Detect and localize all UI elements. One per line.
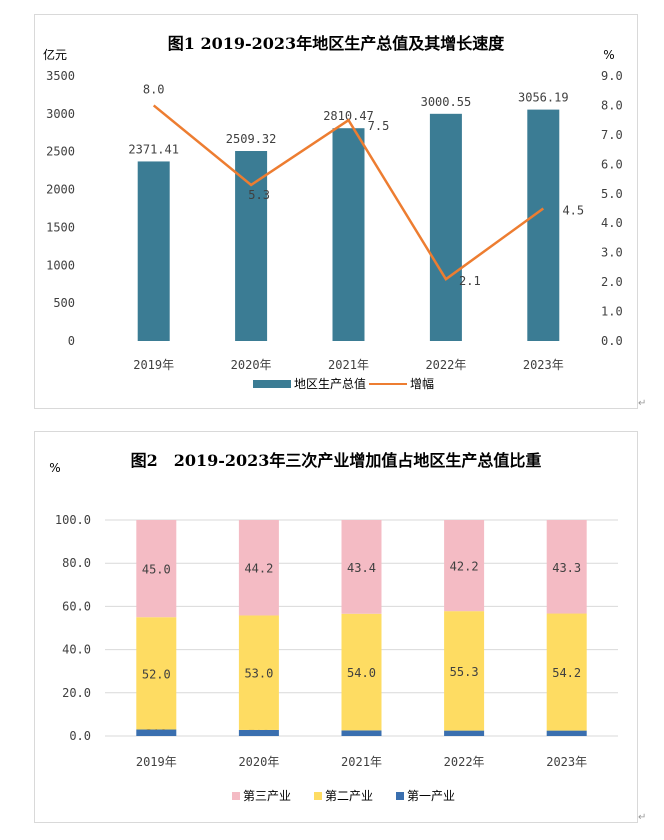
legend: 地区生产总值 增幅 <box>253 376 434 391</box>
right-y-tick-label: 6.0 <box>601 157 623 171</box>
right-y-tick-label: 4.0 <box>601 216 623 230</box>
gdp-bar <box>527 109 560 342</box>
right-y-tick-label: 3.0 <box>601 246 623 260</box>
gdp-chart-svg: 亿元 % 0 500 1000 1500 2000 2500 3000 3500 0.0 1.0 2.0… <box>43 47 623 391</box>
y-tick-label: 20.0 <box>62 686 91 700</box>
left-y-tick-label: 1500 <box>46 220 75 234</box>
gdp-bar <box>235 151 268 341</box>
x-tick-label: 2019年 <box>136 755 177 769</box>
growth-line <box>152 104 545 281</box>
stacked-segment <box>341 613 382 731</box>
right-y-tick-label: 0.0 <box>601 334 623 348</box>
legend-label: 第一产业 <box>407 789 455 803</box>
left-y-tick-label: 1000 <box>46 258 75 272</box>
segment-label: 54.0 <box>347 666 376 680</box>
legend-label: 第二产业 <box>325 789 373 803</box>
x-tick-label: 2023年 <box>546 755 587 769</box>
left-y-tick-label: 500 <box>53 296 75 310</box>
segment-label: 45.0 <box>142 563 171 577</box>
paragraph-mark: ↵ <box>638 398 647 409</box>
left-y-tick-label: 3500 <box>46 69 75 83</box>
stacked-segment <box>136 520 177 618</box>
legend-swatch <box>232 792 240 800</box>
right-y-tick-label: 1.0 <box>601 305 623 319</box>
gdp-bar <box>137 161 170 341</box>
segment-label: 44.2 <box>244 562 273 576</box>
left-y-tick-label: 3000 <box>46 107 75 121</box>
legend-label-growth: 增幅 <box>410 376 434 391</box>
x-tick-label: 2022年 <box>444 755 485 769</box>
stacked-segment <box>238 615 279 730</box>
y-tick-label: 80.0 <box>62 556 91 570</box>
legend-label-gdp: 地区生产总值 <box>294 376 366 391</box>
gdp-bar-label: 3000.55 <box>421 95 472 109</box>
chart-panel-gdp: 图1 2019-2023年地区生产总值及其增长速度 亿元% 0 500 1000 150… <box>34 14 638 409</box>
segment-label: 53.0 <box>244 667 273 681</box>
y-tick-label: 100.0 <box>55 513 91 527</box>
segment-label: 43.4 <box>347 561 376 575</box>
stacked-segment <box>238 729 279 736</box>
stacked-segment <box>546 613 587 731</box>
segment-label: 54.2 <box>552 666 581 680</box>
stacked-segment <box>341 730 382 736</box>
gdp-bar-label: 2371.41 <box>128 142 179 156</box>
x-tick-label: 2020年 <box>238 755 279 769</box>
stacked-segment <box>136 729 177 736</box>
y-tick-label: 60.0 <box>62 599 91 613</box>
industry-share-chart-svg: %0.020.040.060.080.0100.03.052.045.02019… <box>49 461 618 803</box>
growth-point-label: 8.0 <box>143 82 165 96</box>
left-y-tick-label: 2000 <box>46 183 75 197</box>
growth-point-label: 7.5 <box>368 119 390 133</box>
y-axis-unit: % <box>49 461 60 475</box>
stacked-segment <box>444 730 485 736</box>
stacked-segment <box>341 520 382 614</box>
segment-label: 43.3 <box>552 561 581 575</box>
stacked-segment <box>546 730 587 736</box>
right-y-tick-label: 8.0 <box>601 98 623 112</box>
legend-swatch <box>396 792 404 800</box>
gdp-bar <box>429 113 462 342</box>
stacked-segment <box>238 520 279 616</box>
stacked-segment <box>136 617 177 730</box>
legend: 第三产业 第二产业 第一产业 <box>232 789 455 803</box>
left-axis-unit: 亿元 <box>43 47 67 62</box>
x-tick-label: 2022年 <box>425 358 466 372</box>
growth-point-label: 4.5 <box>562 204 584 218</box>
left-y-tick-label: 0 <box>68 334 75 348</box>
y-tick-label: 40.0 <box>62 643 91 657</box>
chart-panel-industry-share: 图2 2019-2023年三次产业增加值占地区生产总值比重 % 0.0 20.0 40… <box>34 431 638 823</box>
gdp-bar-label: 2509.32 <box>226 132 277 146</box>
left-y-tick-label: 2500 <box>46 145 75 159</box>
right-y-tick-label: 5.0 <box>601 187 623 201</box>
paragraph-mark: ↵ <box>638 812 647 823</box>
chart-title: 图1 2019-2023年地区生产总值及其增长速度 <box>167 34 505 53</box>
growth-point-label: 5.3 <box>248 188 270 202</box>
x-tick-label: 2019年 <box>133 358 174 372</box>
growth-point-label: 2.1 <box>459 274 481 288</box>
chart-title: 图2 2019-2023年三次产业增加值占地区生产总值比重 <box>130 451 542 470</box>
x-tick-label: 2023年 <box>523 358 564 372</box>
stacked-segment <box>546 520 587 614</box>
segment-label: 55.3 <box>450 665 479 679</box>
stacked-segment <box>444 611 485 731</box>
right-y-tick-label: 2.0 <box>601 275 623 289</box>
gdp-bar <box>332 128 365 341</box>
x-tick-label: 2020年 <box>231 358 272 372</box>
gdp-bar-label: 3056.19 <box>518 91 569 105</box>
legend-swatch-gdp <box>253 380 291 388</box>
right-y-tick-label: 9.0 <box>601 69 623 83</box>
y-tick-label: 0.0 <box>69 729 91 743</box>
gdp-bar-label: 2810.47 <box>323 109 374 123</box>
legend-label: 第三产业 <box>243 789 291 803</box>
stacked-segment <box>444 520 485 612</box>
right-axis-unit: % <box>603 48 614 62</box>
segment-label: 42.2 <box>450 560 479 574</box>
right-y-tick-label: 7.0 <box>601 128 623 142</box>
x-tick-label: 2021年 <box>341 755 382 769</box>
segment-label: 52.0 <box>142 667 171 681</box>
legend-swatch <box>314 792 322 800</box>
x-tick-label: 2021年 <box>328 358 369 372</box>
